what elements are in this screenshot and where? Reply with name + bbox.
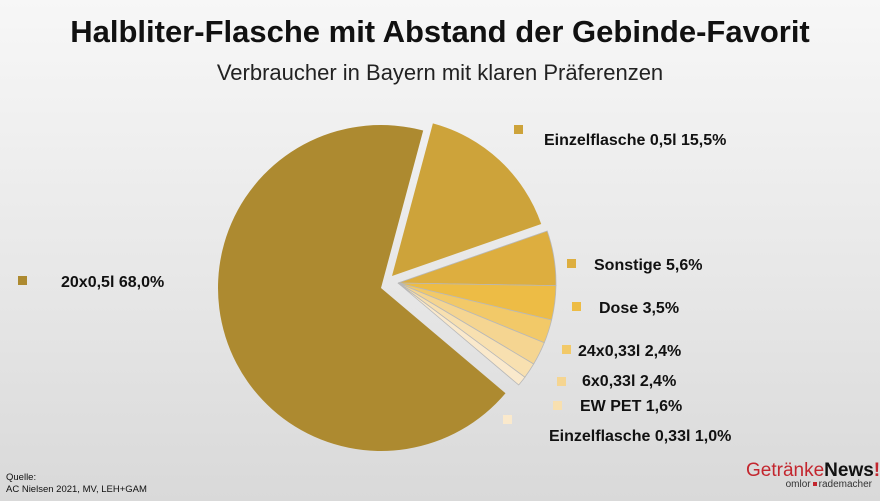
chart-title: Halbliter-Flasche mit Abstand der Gebind… [70,14,810,49]
source-note: Quelle: AC Nielsen 2021, MV, LEH+GAM [6,472,147,496]
logo-part3: ! [873,460,880,481]
legend-marker [553,401,562,410]
slice-label: Einzelflasche 0,33l 1,0% [549,428,732,445]
slice-label: Dose 3,5% [599,300,680,317]
source-label: Quelle: [6,472,37,483]
slice-label: EW PET 1,6% [580,398,683,415]
pie-slice [392,123,542,276]
slice-label: Einzelflasche 0,5l 15,5% [544,132,727,149]
slice-label: 20x0,5l 68,0% [61,274,165,291]
legend-marker [557,377,566,386]
logo-dot [812,482,817,486]
logo-tagline1: omlor [785,479,811,490]
pie-slice [397,282,526,386]
source-text: AC Nielsen 2021, MV, LEH+GAM [6,484,147,495]
pie-slice [217,125,506,451]
slice-label: 6x0,33l 2,4% [582,373,677,390]
legend-marker [562,345,571,354]
logo-part2: News [824,460,874,481]
slice-label: 24x0,33l 2,4% [578,343,682,360]
legend-marker [18,276,27,285]
legend-marker [503,415,512,424]
logo-part1: Getränke [746,460,825,481]
legend-marker [572,302,581,311]
logo-tagline2: rademacher [818,479,872,490]
legend-marker [567,259,576,268]
chart-subtitle: Verbraucher in Bayern mit klaren Präfere… [216,60,664,85]
slice-label: Sonstige 5,6% [594,257,703,274]
legend-marker [514,125,523,134]
getraenkenews-logo: GetränkeNews! omlor rademacher [746,460,880,490]
